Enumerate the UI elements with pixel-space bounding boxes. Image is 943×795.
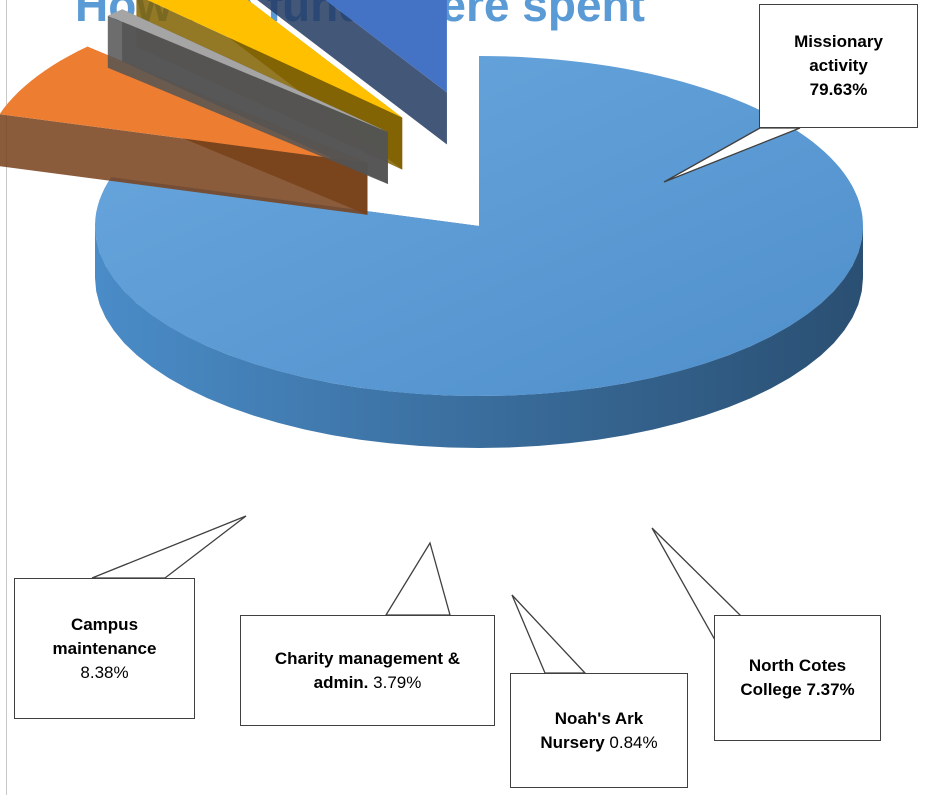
leader-line-campus xyxy=(91,515,247,579)
data-label-campus-maintenance: Campus maintenance 8.38% xyxy=(14,578,195,719)
leader-line-nursery xyxy=(511,594,587,674)
chart-frame-edge xyxy=(0,0,7,795)
data-label-charity-management: Charity management & admin. 3.79% xyxy=(240,615,495,726)
pie-slice-side xyxy=(95,226,863,448)
pie-slice-top xyxy=(107,9,388,133)
leader-line-missionary xyxy=(663,127,801,183)
data-label-value: 0.84% xyxy=(609,732,658,752)
data-label-category: Noah's Ark Nursery xyxy=(540,708,644,752)
pie-slice-cut-face xyxy=(0,114,368,215)
data-label-value: 7.37% xyxy=(806,680,855,699)
pie-slice-cut-face xyxy=(257,0,447,145)
data-label-value: 3.79% xyxy=(373,672,422,692)
data-label-value: 79.63% xyxy=(809,80,868,99)
pie-slice-top xyxy=(147,0,403,118)
pie-slice-top xyxy=(325,0,447,93)
leader-line-charity xyxy=(384,541,451,616)
pie-slice-noah-s-ark-nursery xyxy=(107,9,388,185)
data-label-category: North Cotes College xyxy=(740,656,847,699)
data-label-noahs-ark-nursery: Noah's Ark Nursery 0.84% xyxy=(510,673,688,788)
data-label-category: Charity management & admin. xyxy=(274,648,461,692)
data-label-missionary-activity: Missionary activity 79.63% xyxy=(759,4,918,128)
data-label-category: Missionary activity xyxy=(794,32,883,75)
pie-slice-top xyxy=(95,56,863,396)
data-label-value: 8.38% xyxy=(80,662,129,682)
data-label-category: Campus maintenance xyxy=(52,614,157,658)
pie-slice-cut-face xyxy=(122,9,388,185)
data-label-north-cotes-college: North Cotes College 7.37% xyxy=(714,615,881,741)
pie-slice-missionary-activity xyxy=(95,56,863,448)
pie-slice-campus-maintenance xyxy=(257,0,447,145)
